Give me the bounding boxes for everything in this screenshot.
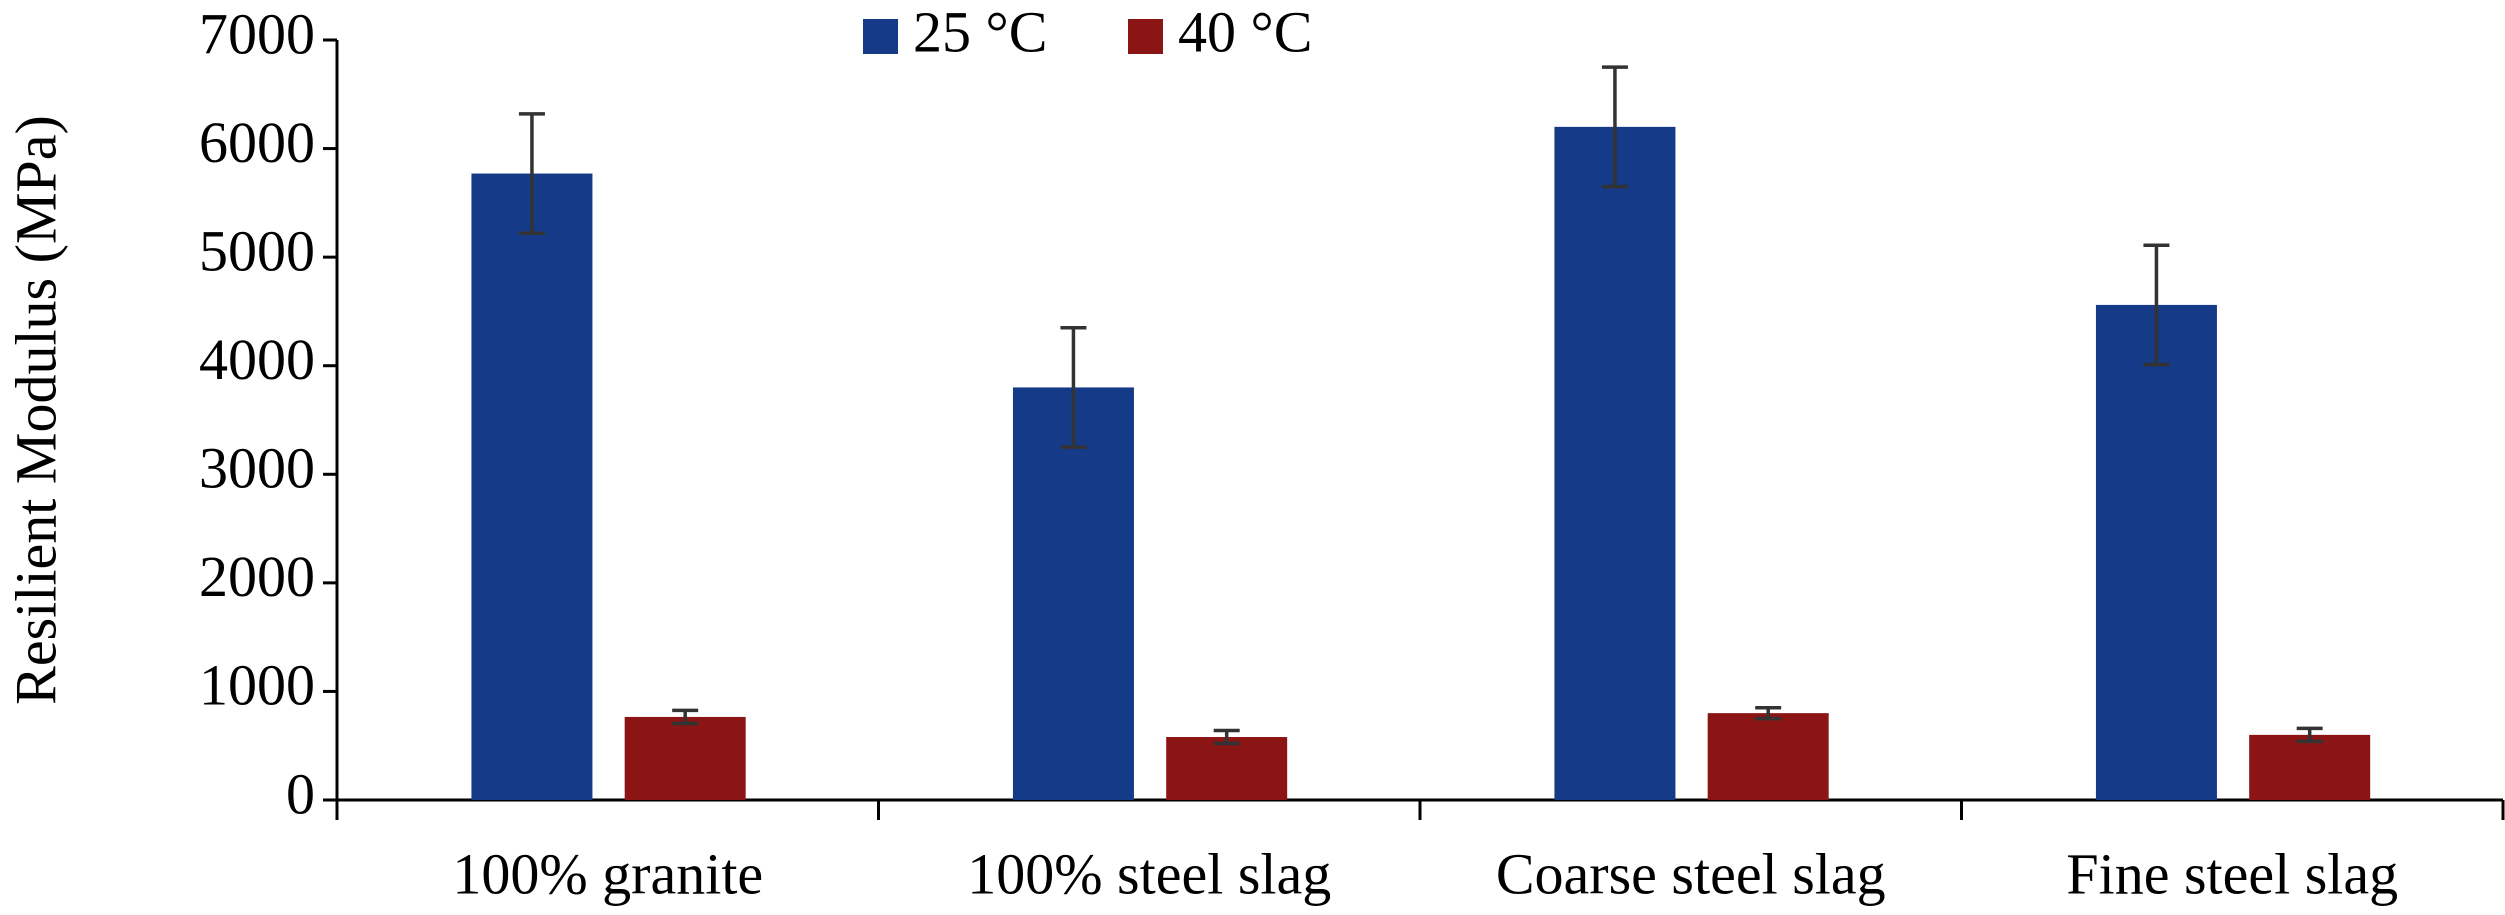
- y-tick-label: 5000: [199, 218, 315, 283]
- bar: [1166, 737, 1288, 800]
- error-bar: [1601, 65, 1628, 189]
- x-tick-label: Coarse steel slag: [1496, 841, 1886, 906]
- legend-label: 25 °C: [913, 0, 1047, 64]
- bar: [624, 716, 746, 800]
- legend-label: 40 °C: [1178, 0, 1312, 64]
- error-bar: [2296, 726, 2323, 744]
- x-tick-label: 100% granite: [452, 841, 763, 906]
- error-bar: [672, 708, 699, 726]
- legend-swatch: [1128, 19, 1163, 54]
- y-tick-label: 4000: [199, 327, 315, 392]
- bar: [2095, 304, 2217, 800]
- bar: [2249, 734, 2371, 800]
- bar: [1707, 713, 1829, 800]
- y-tick-label: 1000: [199, 653, 315, 718]
- error-bar: [2143, 243, 2170, 367]
- bar: [1554, 126, 1676, 801]
- y-tick-label: 7000: [199, 1, 315, 66]
- error-bar: [518, 112, 545, 236]
- y-tick-label: 2000: [199, 544, 315, 609]
- legend-swatch: [863, 19, 898, 54]
- y-axis-label: Resilient Modulus (MPa): [3, 115, 68, 705]
- bar: [1012, 387, 1134, 800]
- y-tick-label: 6000: [199, 110, 315, 175]
- bar: [471, 173, 593, 801]
- x-tick-label: 100% steel slag: [967, 841, 1331, 906]
- y-tick-label: 3000: [199, 436, 315, 501]
- y-tick-label: 0: [286, 761, 315, 826]
- x-tick-label: Fine steel slag: [2066, 841, 2398, 906]
- error-bar: [1213, 728, 1240, 746]
- error-bar: [1755, 705, 1782, 721]
- error-bar: [1060, 325, 1087, 449]
